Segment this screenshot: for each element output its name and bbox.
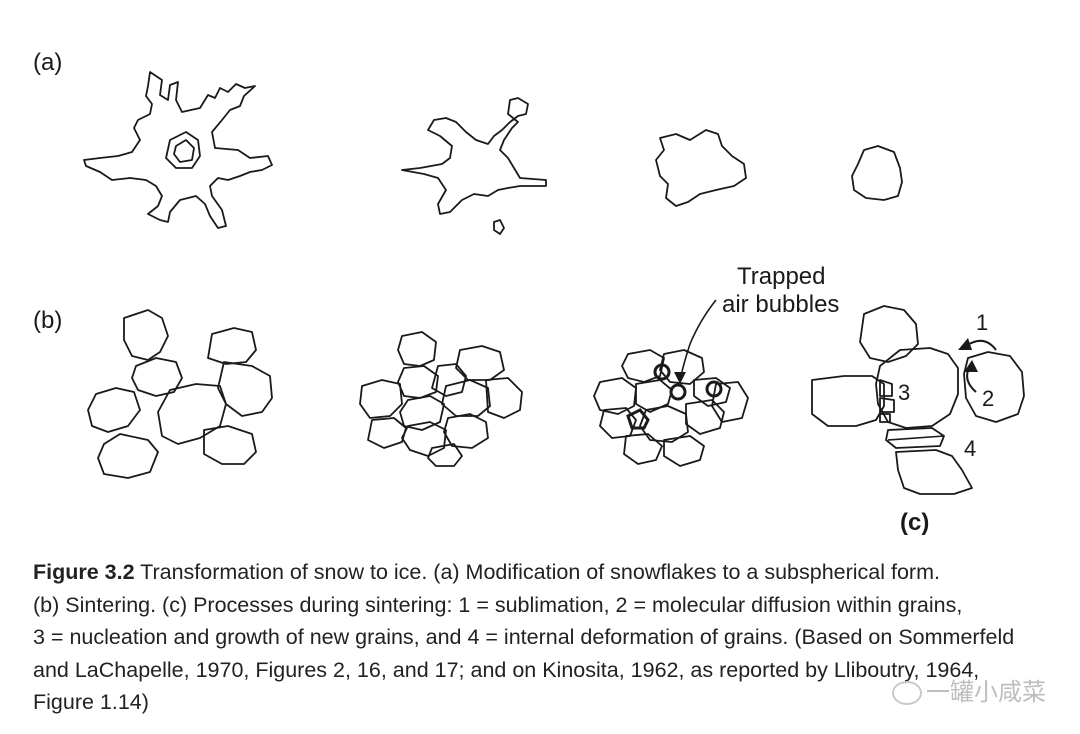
panel-label-a: (a) [33,49,62,76]
trapped-air-label-line1: Trapped [737,263,826,290]
sintering-processes [811,305,1025,495]
air-bubble [626,408,650,430]
trapped-air-label-line2: air bubbles [722,291,839,318]
process-label-2: 2 [982,386,994,411]
snowflake-stage-1 [83,71,273,229]
air-bubble [705,380,723,398]
process-label-3: 3 [898,380,910,405]
caption-line-4: and LaChapelle, 1970, Figures 2, 16, and… [33,657,980,682]
wechat-icon [892,681,922,705]
caption-line-1: Figure 3.2 Transformation of snow to ice… [33,556,1043,589]
caption-line-5: Figure 1.14) [33,690,149,714]
process-label-4: 4 [964,436,976,461]
sintering-stage-2 [359,331,523,467]
watermark-text: 一罐小咸菜 [926,678,1046,706]
figure-caption: Figure 3.2 Transformation of snow to ice… [33,556,1043,719]
air-bubble [669,383,687,401]
panel-label-b: (b) [33,307,62,334]
watermark: 一罐小咸菜 [892,672,1046,707]
figure-diagram: (a) (b) (c) [33,49,1025,536]
caption-text-1: Transformation of snow to ice. (a) Modif… [134,560,940,584]
figure-number: Figure 3.2 [33,560,135,584]
panel-label-c: (c) [900,509,929,536]
sintering-stage-1 [87,309,273,479]
process-label-1: 1 [976,310,988,335]
caption-line-2: (b) Sintering. (c) Processes during sint… [33,592,963,617]
snowflake-stage-2 [401,97,547,235]
snowflake-stage-3 [655,129,747,207]
trapped-air-leader-line [679,299,717,381]
sintering-stage-3 [593,349,749,467]
air-bubble [653,363,671,381]
caption-line-3: 3 = nucleation and growth of new grains,… [33,625,1015,649]
snowflake-stage-4 [851,145,903,201]
leader-arrowhead [674,372,686,384]
